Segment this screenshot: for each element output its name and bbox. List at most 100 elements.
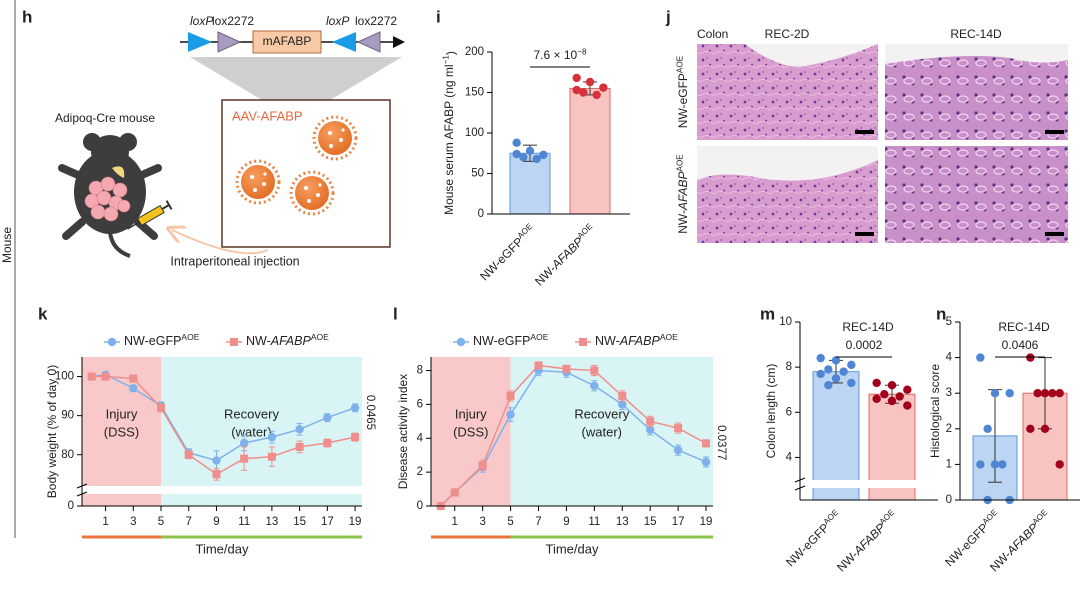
phase-label: (DSS) [104,424,139,439]
loxp-site [332,32,356,52]
x-tick-label: 19 [700,516,713,528]
x-axis-label: Time/day [196,541,249,556]
marker [212,470,221,479]
data-point [512,149,521,159]
x-tick-label-part: AFABP [850,521,888,559]
x-tick-label: 13 [266,516,279,528]
data-point [1033,389,1042,398]
data-point [579,88,588,97]
marker [645,425,655,435]
y-tick-label: 2 [417,466,423,478]
x-tick-label: 3 [130,516,136,528]
x-tick-label: 1 [102,516,108,528]
legend-label: NW-eGFPAOE [124,332,200,348]
y-tick-label: 10 [779,316,792,328]
phase-label: (water) [582,424,622,439]
legend-marker [579,338,587,346]
legend-label-part: NW- [473,334,498,348]
x-tick-label-part: AOE [516,222,535,241]
phase-label: Injury [106,406,138,421]
data-point [1048,389,1057,398]
marker [350,403,360,413]
data-point [847,378,856,388]
legend-label-part: AOE [181,332,199,342]
data-point [831,374,841,383]
data-point [895,392,904,401]
x-tick-label: 17 [321,516,334,528]
x-tick-label: 15 [644,516,657,528]
data-point [592,90,601,100]
y-tick-label: 6 [786,406,792,418]
data-point [816,353,825,363]
y-tick-label: 3 [946,387,952,399]
virus [289,170,335,216]
data-point [903,401,912,410]
data-point [1026,353,1035,362]
phase-label: Recovery [224,406,279,421]
legend-label-part: AOE [311,332,329,342]
phase-region [161,357,362,506]
legend-marker [107,337,117,347]
data-point [824,381,833,390]
x-tick-label-part: AOE [576,222,595,241]
y-tick-label: 2 [946,423,952,435]
x-tick-label-part: AFABP [548,235,586,273]
y-axis-label-part: Mouse serum AFABP (ng ml [442,64,456,215]
marker [267,432,277,442]
data-point [990,389,1000,398]
y-axis-label-part: ) [444,51,458,55]
marker [157,403,166,412]
axis-break-gap [792,480,938,488]
x-tick-label: 3 [479,516,485,528]
marker [506,410,515,419]
data-point [816,369,825,379]
injection-arrow [172,230,269,255]
marker [478,461,487,470]
row-label-part: NW- [676,104,690,128]
lumen [745,44,878,67]
comparison-label-part: 0.0406 [1002,338,1039,352]
mouse-label: Adipoq-Cre mouse [55,111,155,125]
phase-label: Injury [455,406,487,421]
legend-label-part: NW- [246,334,271,348]
panel-letter: l [393,304,398,323]
data-point [585,77,595,87]
x-tick-label: 9 [213,516,219,528]
panel-letter: h [22,7,32,26]
marker [129,384,138,393]
construct-label: lox2272 [212,14,254,28]
row-label-part: AOE [675,55,684,73]
comparison-label: 0.0002 [846,338,883,352]
marker [701,457,711,467]
y-axis-label-part: −1 [441,55,450,65]
marker [212,456,221,465]
marker [590,366,599,375]
y-tick-label: 80 [61,449,74,461]
loxp-site [188,32,212,52]
row-label-part: NW- [676,210,690,234]
y-tick-label: 0 [417,500,423,512]
panel-j: j Colon REC-2D REC-14D [665,7,1068,243]
y-tick-label: 90 [61,410,74,422]
panel-letter: m [760,304,775,323]
marker [674,424,683,433]
legend-label-part: AFABP [270,334,312,348]
legend-label: NW-eGFPAOE [473,332,549,348]
data-point [887,381,897,390]
marker [240,454,249,463]
y-axis-label: Histological score [928,364,942,458]
y-tick-label: 1 [946,458,952,470]
data-point [1040,389,1050,398]
marker [673,445,683,455]
comparison-label: 0.0406 [1002,338,1039,352]
y-tick-label: 50 [471,168,484,180]
legend-marker [230,338,238,346]
column-label: REC-2D [765,27,810,41]
y-tick-label: 150 [465,87,484,99]
row-label: NW-eGFPAOE [675,55,690,128]
data-point [1055,460,1064,469]
marker [295,442,304,451]
legend-label-part: eGFP [149,334,182,348]
data-point [572,85,581,95]
y-axis-label: Body weight (% of day 0) [45,365,59,498]
